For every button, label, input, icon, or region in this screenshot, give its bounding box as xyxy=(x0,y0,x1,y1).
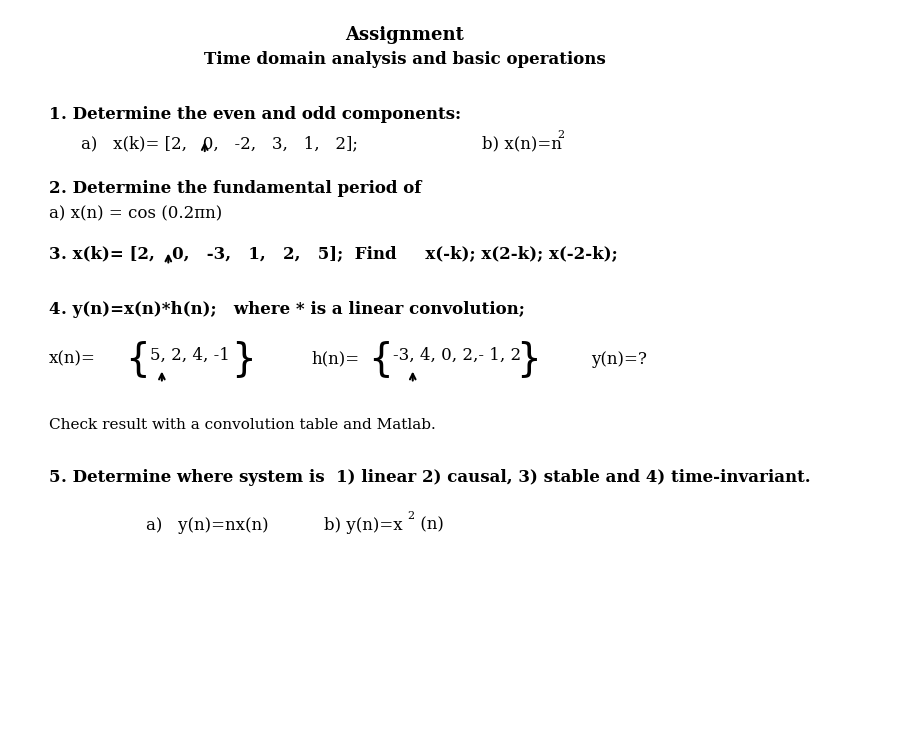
Text: Time domain analysis and basic operations: Time domain analysis and basic operation… xyxy=(203,51,606,68)
Text: Check result with a convolution table and Matlab.: Check result with a convolution table an… xyxy=(48,418,435,432)
Text: 2: 2 xyxy=(557,130,564,140)
Text: (n): (n) xyxy=(415,517,444,534)
Text: a) x(n) = cos (0.2πn): a) x(n) = cos (0.2πn) xyxy=(48,205,222,222)
Text: 5: 5 xyxy=(48,469,60,486)
Text: h(n)=: h(n)= xyxy=(311,350,360,368)
Text: a)   y(n)=nx(n): a) y(n)=nx(n) xyxy=(145,517,268,534)
Text: . Determine the fundamental period of: . Determine the fundamental period of xyxy=(61,180,421,196)
Text: $\}$: $\}$ xyxy=(517,339,538,380)
Text: 4: 4 xyxy=(48,301,60,317)
Text: a)   x(k)= [2,   0,   -2,   3,   1,   2];: a) x(k)= [2, 0, -2, 3, 1, 2]; xyxy=(81,136,358,152)
Text: . x(k)= [2,   0,   -3,   1,   2,   5];  Find     x(-k); x(2-k); x(-2-k);: . x(k)= [2, 0, -3, 1, 2, 5]; Find x(-k);… xyxy=(61,246,617,262)
Text: b) x(n)=n: b) x(n)=n xyxy=(481,136,561,152)
Text: . y(n)=x(n)*h(n);   where * is a linear convolution;: . y(n)=x(n)*h(n); where * is a linear co… xyxy=(61,301,525,317)
Text: 2: 2 xyxy=(407,511,414,521)
Text: b) y(n)=x: b) y(n)=x xyxy=(324,517,402,534)
Text: . Determine the even and odd components:: . Determine the even and odd components: xyxy=(61,106,461,123)
Text: $\}$: $\}$ xyxy=(231,339,252,380)
Text: 1: 1 xyxy=(48,106,60,123)
Text: 3: 3 xyxy=(48,246,60,262)
Text: $\{$: $\{$ xyxy=(369,339,390,380)
Text: 5, 2, 4, -1: 5, 2, 4, -1 xyxy=(150,347,230,364)
Text: x(n)=: x(n)= xyxy=(48,350,95,368)
Text: -3, 4, 0, 2,- 1, 2: -3, 4, 0, 2,- 1, 2 xyxy=(392,347,520,364)
Text: 2: 2 xyxy=(48,180,60,196)
Text: . Determine where system is  1) linear 2) causal, 3) stable and 4) time-invarian: . Determine where system is 1) linear 2)… xyxy=(61,469,810,486)
Text: y(n)=?: y(n)=? xyxy=(591,350,646,368)
Text: Assignment: Assignment xyxy=(345,26,464,44)
Text: $\{$: $\{$ xyxy=(125,339,147,380)
